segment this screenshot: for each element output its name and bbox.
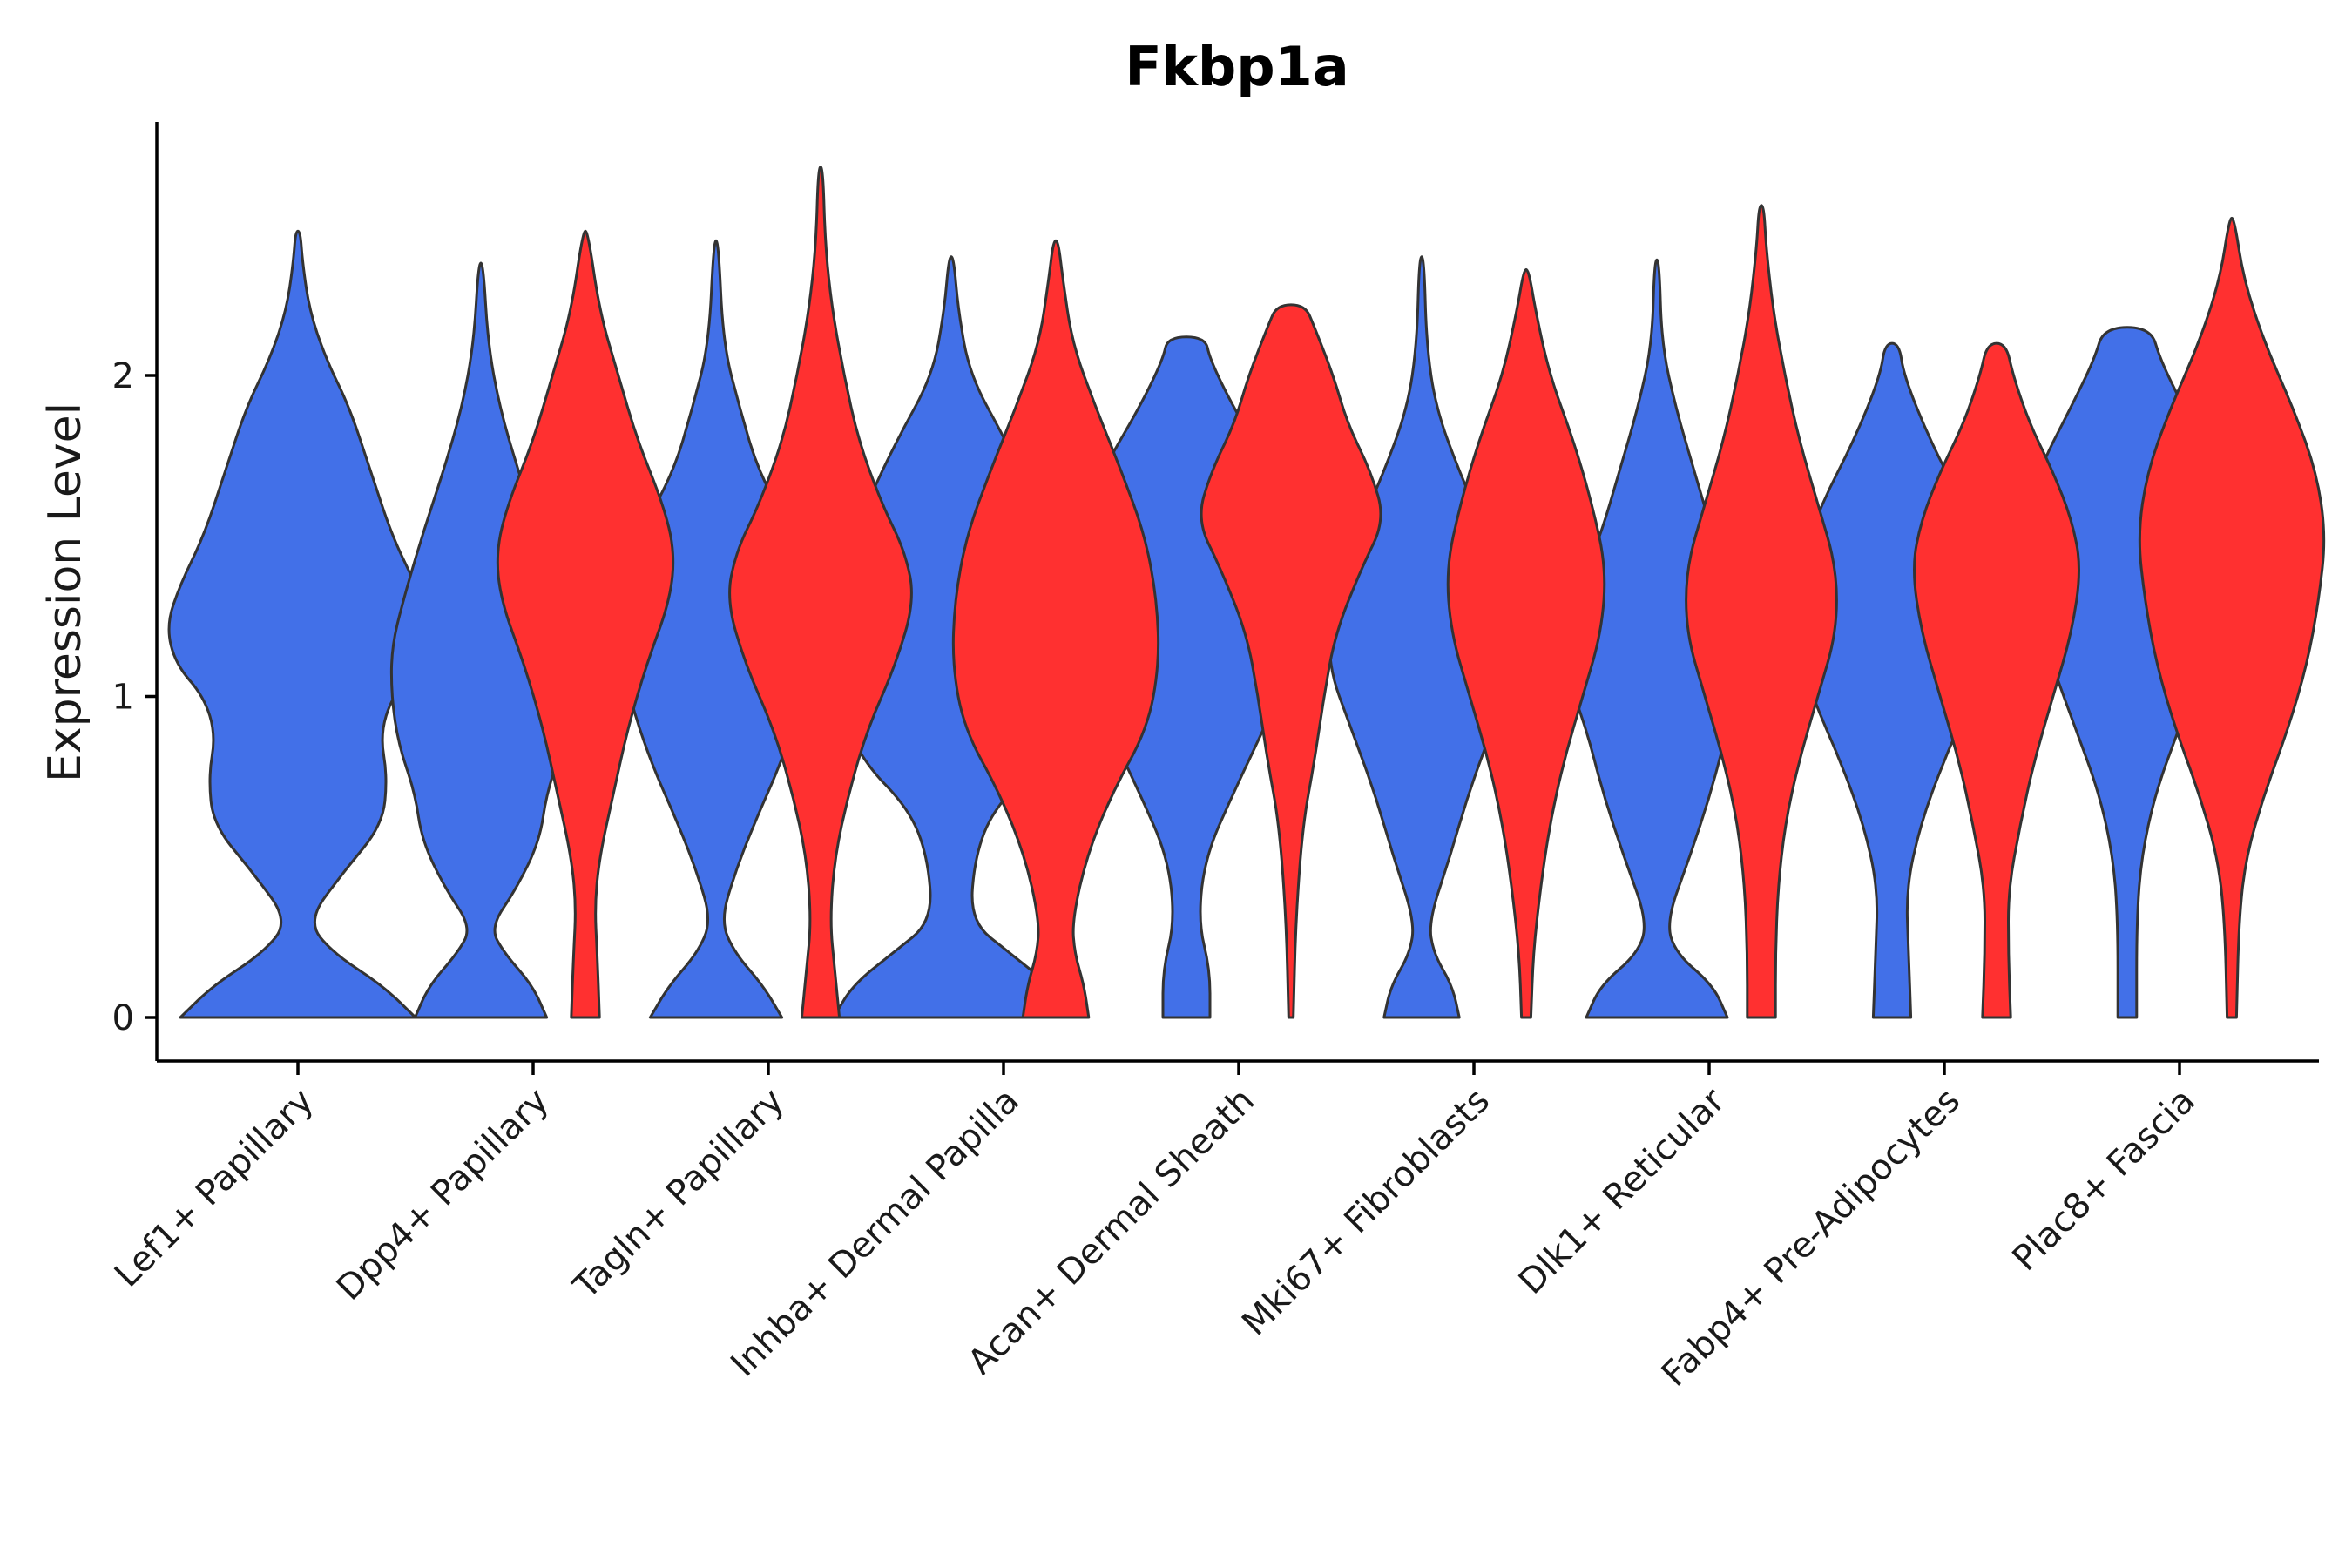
- x-tick-label-mki67-fibroblasts: Mki67+ Fibroblasts: [1234, 1081, 1497, 1344]
- violin-group_b-mki67-fibroblasts: [1446, 267, 1606, 1019]
- x-tick-label-plac8-fascia: Plac8+ Fascia: [2005, 1081, 2204, 1280]
- violin-group_b-acan-dermal-sheath: [1200, 303, 1382, 1019]
- y-tick-label-0: 0: [112, 998, 134, 1038]
- violin-group_b-dpp4-papillary: [496, 229, 675, 1019]
- violin-group_b-dlk1-reticular: [1685, 204, 1838, 1019]
- y-tick-label-1: 1: [112, 678, 134, 718]
- y-tick-label-2: 2: [112, 356, 134, 396]
- violin-group_b-tagln-papillary: [728, 166, 913, 1019]
- violin-group_a-inhba-dermal-papilla: [832, 255, 1071, 1019]
- violin-group_b-plac8-fascia: [2138, 216, 2326, 1019]
- y-axis-label: Expression Level: [39, 402, 91, 782]
- violin-group_a-tagln-papillary: [617, 239, 815, 1019]
- violin-group_a-dlk1-reticular: [1565, 258, 1749, 1019]
- x-tick-label-dlk1-reticular: Dlk1+ Reticular: [1511, 1080, 1734, 1302]
- x-ticks: Lef1+ Papillary Dpp4+ Papillary Tagln+ Pap…: [107, 1061, 2203, 1395]
- x-tick-label-dpp4-papillary: Dpp4+ Papillary: [329, 1081, 557, 1308]
- x-tick-label-tagln-papillary: Tagln+ Papillary: [565, 1081, 792, 1308]
- x-tick-label-lef1-papillary: Lef1+ Papillary: [107, 1081, 321, 1295]
- violin-group_a-mki67-fibroblasts: [1328, 255, 1516, 1019]
- violin-group_b-inhba-dermal-papilla: [951, 239, 1160, 1019]
- y-ticks: 0 1 2: [112, 356, 157, 1038]
- chart-title: Fkbp1a: [1125, 35, 1348, 98]
- violin-group_a-lef1-papillary: [167, 229, 429, 1019]
- violin-group_a-dpp4-papillary: [389, 261, 572, 1019]
- violin-group_b-fabp4-pre-adipocytes: [1913, 341, 2080, 1019]
- violin-layer: [167, 166, 2326, 1019]
